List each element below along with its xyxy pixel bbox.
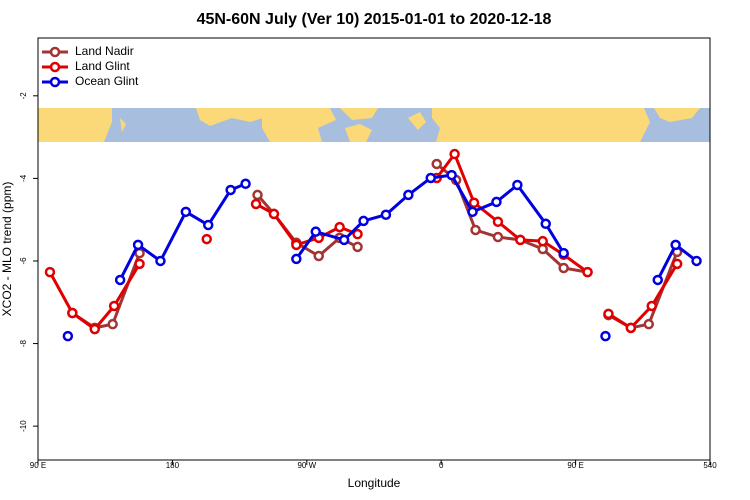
point <box>201 233 212 245</box>
point <box>425 172 436 184</box>
point <box>470 224 481 236</box>
y-tick-label: -6 <box>19 257 28 265</box>
series-line <box>607 263 679 330</box>
point <box>108 300 120 312</box>
point <box>492 231 504 243</box>
point <box>492 216 504 227</box>
x-tick-label: 540 <box>703 461 717 470</box>
point <box>352 241 363 253</box>
point <box>515 234 526 246</box>
x-tick-label: 90 E <box>30 461 46 470</box>
point <box>449 148 460 160</box>
point <box>338 234 350 246</box>
series-line <box>295 173 565 260</box>
point <box>180 206 192 218</box>
point <box>252 189 263 201</box>
point <box>107 318 118 330</box>
point <box>352 228 363 240</box>
point <box>446 169 457 181</box>
plot-frame <box>37 37 711 461</box>
point <box>600 330 611 342</box>
point <box>652 274 663 286</box>
point <box>691 255 702 267</box>
point <box>358 215 369 227</box>
point <box>491 196 502 208</box>
legend-marker <box>49 61 61 73</box>
point <box>643 318 655 330</box>
point <box>202 219 214 231</box>
legend-marker <box>49 46 61 58</box>
point <box>268 208 280 220</box>
legend-marker <box>49 76 61 88</box>
legend-label: Land Nadir <box>75 44 134 58</box>
point <box>380 209 392 220</box>
point <box>67 307 78 319</box>
x-tick-label: 0 <box>439 461 444 470</box>
point <box>44 266 56 278</box>
point <box>671 258 683 270</box>
point <box>225 184 236 196</box>
point <box>291 239 302 251</box>
y-tick-label: -8 <box>19 339 28 347</box>
point <box>310 226 322 237</box>
point <box>291 253 302 265</box>
point <box>62 330 74 342</box>
point <box>250 198 262 210</box>
x-axis-label: Longitude <box>348 476 401 490</box>
point <box>403 189 414 201</box>
point <box>240 178 251 190</box>
map-band <box>38 108 710 142</box>
point <box>132 239 144 251</box>
y-tick-label: -2 <box>19 92 28 100</box>
point <box>89 323 100 335</box>
point <box>467 206 478 218</box>
x-tick-label: 90 W <box>297 461 316 470</box>
point <box>155 255 166 267</box>
point <box>558 262 569 274</box>
point <box>334 221 345 233</box>
point <box>431 158 442 170</box>
point <box>313 250 324 262</box>
x-tick-label: 90 E <box>567 461 583 470</box>
point <box>625 322 637 334</box>
point <box>537 235 548 247</box>
point <box>114 274 126 286</box>
point <box>603 308 614 320</box>
y-tick-label: -4 <box>19 174 28 182</box>
point <box>134 258 145 270</box>
point <box>582 266 593 278</box>
point <box>670 239 681 251</box>
y-tick-label: -10 <box>19 420 28 432</box>
point <box>540 218 551 230</box>
series-line <box>48 263 141 331</box>
legend-label: Ocean Glint <box>75 74 139 88</box>
point <box>646 300 658 312</box>
point <box>512 179 523 191</box>
x-tick-label: 180 <box>166 461 180 470</box>
chart-title: 45N-60N July (Ver 10) 2015-01-01 to 2020… <box>197 11 552 28</box>
point <box>468 197 480 209</box>
legend-label: Land Glint <box>75 59 130 73</box>
point <box>558 247 569 259</box>
y-axis-label: XCO2 - MLO trend (ppm) <box>0 182 14 317</box>
